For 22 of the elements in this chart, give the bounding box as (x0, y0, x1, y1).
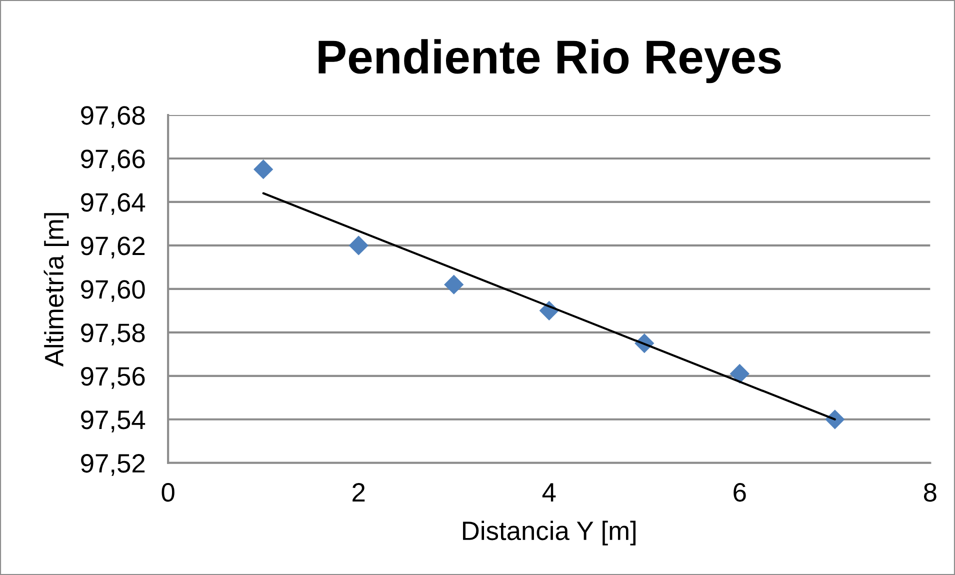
x-tick-label: 6 (734, 483, 746, 502)
y-tick-label: 97,68 (81, 106, 145, 128)
x-tick-label: 2 (352, 483, 365, 502)
x-tick-label: 4 (542, 483, 556, 502)
y-tick-label: 97,62 (81, 236, 145, 258)
y-tick-label: 97,52 (81, 454, 145, 476)
y-tick-label: 97,54 (81, 410, 146, 432)
point (444, 274, 464, 294)
y-tick-label: 97,56 (81, 367, 145, 389)
y-tick-label: 97,64 (81, 193, 146, 215)
x-tick-label: 0 (162, 483, 174, 502)
y-tick-label: 97,58 (81, 324, 145, 346)
x-tick-label: 8 (924, 483, 936, 502)
y-tick-label: 97,66 (81, 150, 145, 172)
point (825, 410, 845, 430)
y-tick-label: 97,60 (81, 280, 145, 302)
x-axis-title: Distancia Y [m] (463, 520, 636, 546)
point (348, 236, 368, 256)
chart-title: Pendiente Rio Reyes (318, 39, 781, 84)
point (254, 160, 274, 180)
y-axis-title: Altimetría [m] (44, 213, 69, 367)
point (730, 364, 750, 384)
